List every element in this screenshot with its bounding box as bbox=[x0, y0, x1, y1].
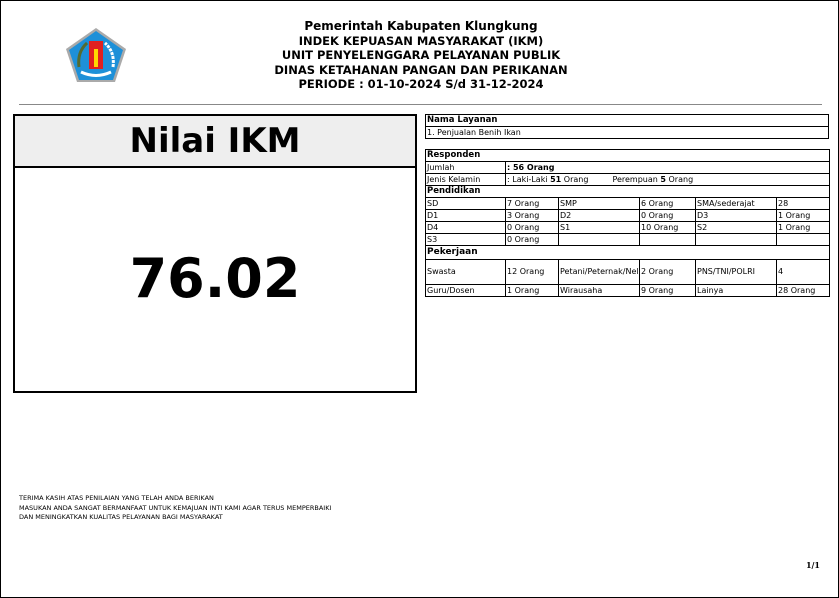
header-divider bbox=[19, 104, 822, 105]
pekerjaan-cell: 1 Orang bbox=[505, 284, 559, 297]
respondent-heading: Responden bbox=[425, 149, 830, 162]
female-unit: Orang bbox=[665, 175, 694, 184]
service-label: Nama Layanan bbox=[425, 114, 829, 127]
ikm-value: 76.02 bbox=[129, 247, 301, 310]
total-label: Jumlah bbox=[425, 161, 506, 174]
pendidikan-cell: 1 Orang bbox=[776, 221, 830, 234]
gender-value: : Laki-Laki 51 Orang Perempuan 5 Orang bbox=[505, 173, 830, 186]
header-title: INDEK KEPUASAN MASYARAKAT (IKM) bbox=[298, 33, 544, 48]
pendidikan-cell: S1 bbox=[558, 221, 640, 234]
male-unit: Orang bbox=[561, 175, 589, 184]
occupation-heading: Pekerjaan bbox=[425, 245, 830, 260]
pendidikan-row: D4 0 Orang S1 10 Orang S2 1 Orang bbox=[425, 221, 830, 234]
ikm-score-box: Nilai IKM 76.02 bbox=[13, 114, 417, 393]
pekerjaan-cell: Wirausaha bbox=[558, 284, 640, 297]
pendidikan-cell: 0 Orang bbox=[505, 233, 559, 246]
pendidikan-cell: D2 bbox=[558, 209, 640, 222]
pekerjaan-cell: 4 bbox=[776, 259, 830, 285]
pendidikan-cell: 6 Orang bbox=[639, 197, 696, 210]
pekerjaan-cell: 12 Orang bbox=[505, 259, 559, 285]
pendidikan-cell: SMA/sederajat bbox=[695, 197, 777, 210]
pendidikan-cell bbox=[776, 233, 830, 246]
pekerjaan-cell: Swasta bbox=[425, 259, 506, 285]
pekerjaan-cell: Petani/Peternak/Nelayan bbox=[558, 259, 640, 285]
pendidikan-cell: D4 bbox=[425, 221, 506, 234]
total-value: : 56 Orang bbox=[505, 161, 830, 174]
pendidikan-row: SD 7 Orang SMP 6 Orang SMA/sederajat 28 bbox=[425, 197, 830, 210]
pendidikan-cell: 1 Orang bbox=[776, 209, 830, 222]
pekerjaan-row: Guru/Dosen 1 Orang Wirausaha 9 Orang Lainya 2… bbox=[425, 284, 830, 297]
footer-line: DAN MENINGKATKAN KUALITAS PELAYANAN BAGI… bbox=[19, 513, 223, 521]
pendidikan-cell: S2 bbox=[695, 221, 777, 234]
pendidikan-cell: S3 bbox=[425, 233, 506, 246]
header-unit: UNIT PENYELENGGARA PELAYANAN PUBLIK bbox=[281, 48, 561, 62]
ikm-title: Nilai IKM bbox=[15, 116, 415, 168]
pendidikan-cell: 10 Orang bbox=[639, 221, 696, 234]
female-prefix: Perempuan bbox=[612, 175, 661, 184]
male-prefix: : Laki-Laki bbox=[507, 175, 551, 184]
pekerjaan-cell: 9 Orang bbox=[639, 284, 696, 297]
header-agency: DINAS KETAHANAN PANGAN DAN PERIKANAN bbox=[274, 62, 568, 77]
pendidikan-cell: 28 bbox=[776, 197, 830, 210]
female-count: 5 bbox=[660, 175, 666, 184]
klungkung-regency-logo bbox=[66, 28, 126, 82]
header-period: PERIODE : 01-10-2024 S/d 31-12-2024 bbox=[298, 77, 544, 91]
pendidikan-cell bbox=[695, 233, 777, 246]
pekerjaan-cell: 28 Orang bbox=[776, 284, 830, 297]
pendidikan-cell: D3 bbox=[695, 209, 777, 222]
pendidikan-cell bbox=[639, 233, 696, 246]
gender-label: Jenis Kelamin bbox=[425, 173, 506, 186]
respondent-table: Responden Jumlah : 56 Orang Jenis Kelami… bbox=[425, 149, 830, 297]
pendidikan-cell: SMP bbox=[558, 197, 640, 210]
footer-line: MASUKAN ANDA SANGAT BERMANFAAT UNTUK KEM… bbox=[19, 503, 332, 512]
pekerjaan-cell: Guru/Dosen bbox=[425, 284, 506, 297]
thank-you-note: TERIMA KASIH ATAS PENILAIAN YANG TELAH A… bbox=[19, 494, 331, 523]
pekerjaan-cell: 2 Orang bbox=[639, 259, 696, 285]
pendidikan-cell: 7 Orang bbox=[505, 197, 559, 210]
report-header: Pemerintah Kabupaten Klungkung INDEK KEP… bbox=[201, 19, 641, 92]
pendidikan-cell: D1 bbox=[425, 209, 506, 222]
pendidikan-cell: 3 Orang bbox=[505, 209, 559, 222]
pendidikan-cell: 0 Orang bbox=[505, 221, 559, 234]
pendidikan-row: D1 3 Orang D2 0 Orang D3 1 Orang bbox=[425, 209, 830, 222]
service-table: Nama Layanan 1. Penjualan Benih Ikan bbox=[425, 114, 829, 139]
footer-line: TERIMA KASIH ATAS PENILAIAN YANG TELAH A… bbox=[19, 494, 214, 502]
education-heading: Pendidikan bbox=[425, 185, 830, 198]
pendidikan-row: S3 0 Orang bbox=[425, 233, 830, 246]
header-government: Pemerintah Kabupaten Klungkung bbox=[304, 19, 538, 33]
service-value: 1. Penjualan Benih Ikan bbox=[425, 126, 829, 139]
pendidikan-cell bbox=[558, 233, 640, 246]
page-number: 1/1 bbox=[805, 560, 820, 570]
pendidikan-cell: SD bbox=[425, 197, 506, 210]
pendidikan-cell: 0 Orang bbox=[639, 209, 696, 222]
male-count: 51 bbox=[550, 175, 562, 184]
pekerjaan-cell: Lainya bbox=[695, 284, 777, 297]
pekerjaan-cell: PNS/TNI/POLRI bbox=[695, 259, 777, 285]
